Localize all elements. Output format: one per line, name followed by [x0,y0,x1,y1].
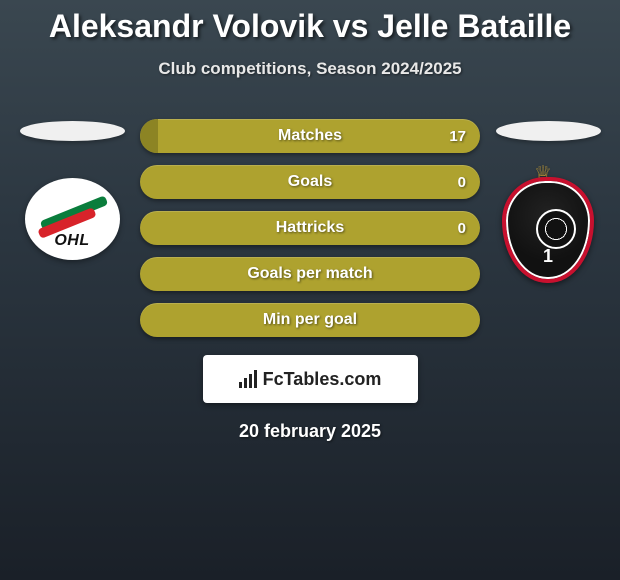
right-club-logo: ♕ 1 [498,169,598,269]
branding-label: FcTables.com [263,369,382,390]
page-subtitle: Club competitions, Season 2024/2025 [158,59,461,79]
stat-value-right: 17 [449,128,466,145]
stat-label: Hattricks [276,219,344,237]
page-title: Aleksandr Volovik vs Jelle Bataille [49,8,571,45]
soccer-ball-icon [536,209,576,249]
stat-label: Matches [278,127,342,145]
stat-bar-goals-per-match: Goals per match [140,257,480,291]
stat-bar-matches: Matches 17 [140,119,480,153]
antwerp-logo-icon: ♕ 1 [498,163,598,283]
stat-label: Goals [288,173,332,191]
right-player-name-plate [496,121,601,141]
stat-bar-goals: Goals 0 [140,165,480,199]
stat-label: Goals per match [247,265,372,283]
stat-bar-hattricks: Hattricks 0 [140,211,480,245]
comparison-card: Aleksandr Volovik vs Jelle Bataille Club… [0,0,620,442]
left-player-column: OHL [12,119,132,269]
stat-value-right: 0 [458,174,466,191]
stat-bar-min-per-goal: Min per goal [140,303,480,337]
stat-value-right: 0 [458,220,466,237]
footer-date: 20 february 2025 [239,421,381,442]
stat-label: Min per goal [263,311,357,329]
right-player-column: ♕ 1 [488,119,608,269]
left-club-logo: OHL [22,169,122,269]
antwerp-number: 1 [506,246,590,267]
ohl-logo-text: OHL [54,232,89,250]
antwerp-shield: 1 [502,177,594,283]
main-row: OHL Matches 17 Goals 0 Hattricks 0 Goals… [0,119,620,337]
branding-box[interactable]: FcTables.com [203,355,418,403]
left-player-name-plate [20,121,125,141]
stats-column: Matches 17 Goals 0 Hattricks 0 Goals per… [140,119,480,337]
ohl-logo-icon: OHL [25,178,120,260]
bar-chart-icon [239,370,257,388]
